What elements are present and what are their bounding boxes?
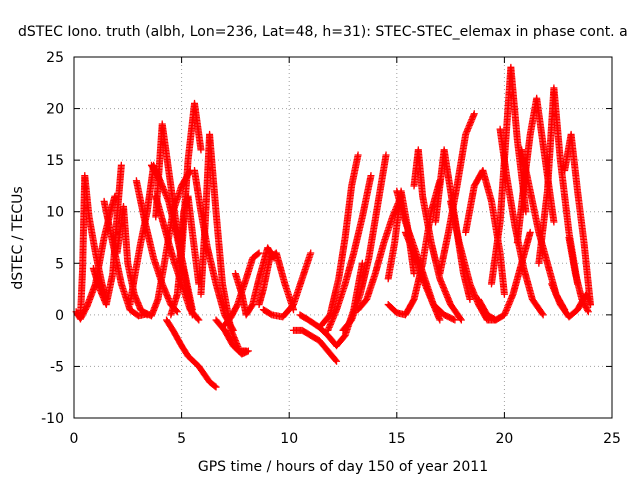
data-point (244, 347, 252, 355)
series-track (197, 130, 250, 355)
chart-title: dSTEC Iono. truth (albh, Lon=236, Lat=48… (18, 24, 628, 40)
data-point (367, 172, 375, 180)
series-track (354, 192, 405, 314)
data-point (456, 315, 464, 323)
data-point (188, 311, 196, 319)
series-track (535, 84, 582, 288)
data-point (197, 146, 205, 154)
series-track (175, 192, 203, 288)
series-track (324, 172, 375, 334)
series-track (132, 177, 181, 316)
data-point (451, 316, 459, 324)
series-track (290, 326, 341, 365)
series-track (100, 197, 151, 320)
data-point (212, 383, 220, 391)
data-point (500, 290, 508, 298)
data-points (72, 63, 594, 391)
data-point (255, 249, 263, 257)
data-point (211, 382, 219, 390)
data-point (333, 357, 341, 365)
series-track (561, 130, 594, 309)
series-track (259, 249, 315, 321)
series-track (496, 125, 547, 319)
series-track (475, 228, 534, 324)
data-point (117, 161, 125, 169)
data-point (466, 295, 474, 303)
data-point (526, 228, 534, 236)
data-point (457, 316, 465, 324)
series-track (152, 120, 196, 319)
series-track (565, 234, 592, 316)
data-point (410, 270, 418, 278)
data-point (436, 316, 444, 324)
series-track (76, 172, 110, 321)
series-track (317, 151, 362, 329)
data-point (354, 151, 362, 159)
series-track (410, 146, 465, 324)
data-point (382, 151, 390, 159)
data-point (194, 315, 202, 323)
data-point (470, 110, 478, 118)
data-point (307, 249, 315, 257)
series-track (163, 316, 220, 391)
data-point (550, 218, 558, 226)
series-track (255, 249, 298, 314)
data-point (538, 310, 546, 318)
data-point (332, 356, 340, 364)
data-point (254, 250, 262, 258)
data-point (539, 311, 547, 319)
series-track (401, 228, 459, 324)
data-point (195, 316, 203, 324)
